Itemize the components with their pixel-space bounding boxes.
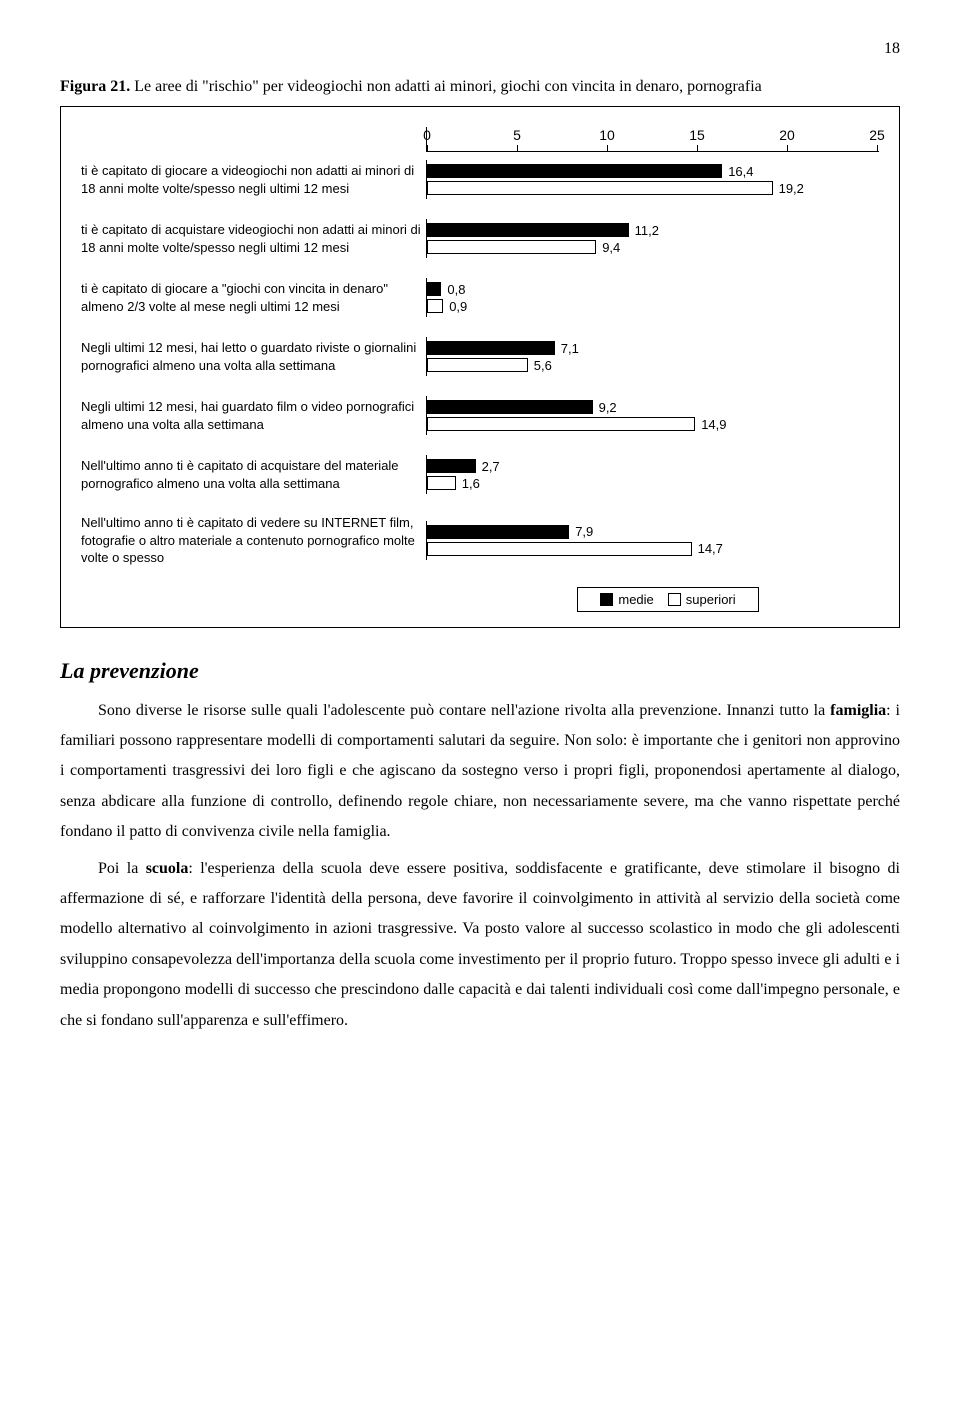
row-label: Negli ultimi 12 mesi, hai guardato film …	[81, 398, 426, 433]
bar-wrap: 5,6	[427, 357, 877, 373]
row-label: ti è capitato di giocare a videogiochi n…	[81, 162, 426, 197]
bar-wrap: 16,4	[427, 163, 877, 179]
row-label: Negli ultimi 12 mesi, hai letto o guarda…	[81, 339, 426, 374]
axis-tick-mark	[607, 145, 608, 151]
bar-value: 9,2	[599, 400, 617, 415]
bar-wrap: 2,7	[427, 458, 877, 474]
p2-text-a: Poi la	[98, 860, 146, 877]
bar-superiori	[427, 542, 692, 556]
bar-superiori	[427, 181, 773, 195]
p1-text-a: Sono diverse le risorse sulle quali l'ad…	[98, 702, 830, 719]
bar-superiori	[427, 358, 528, 372]
bar-superiori	[427, 417, 695, 431]
axis-tick-mark	[697, 145, 698, 151]
section-heading: La prevenzione	[60, 658, 900, 684]
bar-value: 7,9	[575, 524, 593, 539]
chart-rows: ti è capitato di giocare a videogiochi n…	[81, 160, 879, 567]
page-number: 18	[60, 40, 900, 58]
bar-wrap: 14,7	[427, 541, 877, 557]
row-label: ti è capitato di acquistare videogiochi …	[81, 221, 426, 256]
chart-row: Negli ultimi 12 mesi, hai guardato film …	[81, 396, 879, 435]
bar-value: 5,6	[534, 358, 552, 373]
bars-column: 7,1 5,6	[426, 337, 877, 376]
p1-text-c: : i familiari possono rappresentare mode…	[60, 702, 900, 841]
legend: medie superiori	[577, 587, 759, 612]
p2-text-c: : l'esperienza della scuola deve essere …	[60, 860, 900, 1029]
bar-wrap: 0,9	[427, 298, 877, 314]
bar-wrap: 7,1	[427, 340, 877, 356]
legend-item-superiori: superiori	[668, 592, 736, 607]
axis-tick-label: 15	[689, 127, 705, 143]
legend-swatch-white	[668, 593, 681, 606]
bar-value: 0,9	[449, 299, 467, 314]
bar-wrap: 7,9	[427, 524, 877, 540]
bar-medie	[427, 459, 476, 473]
bar-value: 14,9	[701, 417, 726, 432]
chart-frame: 0 5 10 15 20 25 ti è capitato di giocare a vi…	[60, 106, 900, 628]
figure-caption: Figura 21. Le aree di "rischio" per vide…	[60, 78, 900, 96]
p1-bold: famiglia	[830, 702, 886, 719]
bars-column: 0,80,9	[426, 278, 877, 317]
paragraph-1: Sono diverse le risorse sulle quali l'ad…	[60, 696, 900, 848]
legend-label-medie: medie	[618, 592, 653, 607]
bar-value: 19,2	[779, 181, 804, 196]
axis-tick-mark	[877, 145, 878, 151]
bar-wrap: 9,2	[427, 399, 877, 415]
legend-swatch-black	[600, 593, 613, 606]
bar-wrap: 11,2	[427, 222, 877, 238]
bar-medie	[427, 223, 629, 237]
axis-tick-label: 10	[599, 127, 615, 143]
bar-medie	[427, 282, 441, 296]
row-label: ti è capitato di giocare a "giochi con v…	[81, 280, 426, 315]
bar-value: 1,6	[462, 476, 480, 491]
bar-value: 2,7	[482, 459, 500, 474]
bar-wrap: 19,2	[427, 180, 877, 196]
bar-wrap: 14,9	[427, 416, 877, 432]
chart-row: ti è capitato di giocare a "giochi con v…	[81, 278, 879, 317]
p2-bold: scuola	[146, 860, 189, 877]
axis-tick-label: 25	[869, 127, 885, 143]
bar-superiori	[427, 299, 443, 313]
bars-column: 7,9 14,7	[426, 521, 877, 560]
chart-row: Negli ultimi 12 mesi, hai letto o guarda…	[81, 337, 879, 376]
bars-column: 2,71,6	[426, 455, 877, 494]
paragraph-2: Poi la scuola: l'esperienza della scuola…	[60, 854, 900, 1036]
legend-item-medie: medie	[600, 592, 653, 607]
chart-row: ti è capitato di giocare a videogiochi n…	[81, 160, 879, 199]
bar-wrap: 1,6	[427, 475, 877, 491]
bar-value: 14,7	[698, 541, 723, 556]
bar-value: 7,1	[561, 341, 579, 356]
bar-wrap: 9,4	[427, 239, 877, 255]
bars-column: 11,2 9,4	[426, 219, 877, 258]
chart-inner: 0510152025 ti è capitato di giocare a vi…	[81, 127, 879, 612]
bars-column: 16,4 19,2	[426, 160, 877, 199]
bar-superiori	[427, 476, 456, 490]
bar-value: 11,2	[635, 223, 659, 238]
axis-tick-label: 20	[779, 127, 795, 143]
bar-value: 9,4	[602, 240, 620, 255]
bar-medie	[427, 164, 722, 178]
row-label: Nell'ultimo anno ti è capitato di vedere…	[81, 514, 426, 567]
bar-value: 16,4	[728, 164, 753, 179]
chart-row: ti è capitato di acquistare videogiochi …	[81, 219, 879, 258]
x-axis: 0510152025	[426, 127, 879, 152]
bar-value: 0,8	[447, 282, 465, 297]
axis-tick-mark	[427, 145, 428, 151]
figure-caption-text: Le aree di "rischio" per videogiochi non…	[134, 78, 762, 95]
bar-superiori	[427, 240, 596, 254]
legend-label-superiori: superiori	[686, 592, 736, 607]
axis-tick-mark	[787, 145, 788, 151]
figure-caption-prefix: Figura 21.	[60, 78, 134, 95]
axis-tick-label: 5	[513, 127, 521, 143]
chart-row: Nell'ultimo anno ti è capitato di acquis…	[81, 455, 879, 494]
bar-medie	[427, 400, 593, 414]
chart-row: Nell'ultimo anno ti è capitato di vedere…	[81, 514, 879, 567]
bars-column: 9,2 14,9	[426, 396, 877, 435]
row-label: Nell'ultimo anno ti è capitato di acquis…	[81, 457, 426, 492]
bar-wrap: 0,8	[427, 281, 877, 297]
bar-medie	[427, 341, 555, 355]
axis-tick-label: 0	[423, 127, 431, 143]
bar-medie	[427, 525, 569, 539]
axis-tick-mark	[517, 145, 518, 151]
